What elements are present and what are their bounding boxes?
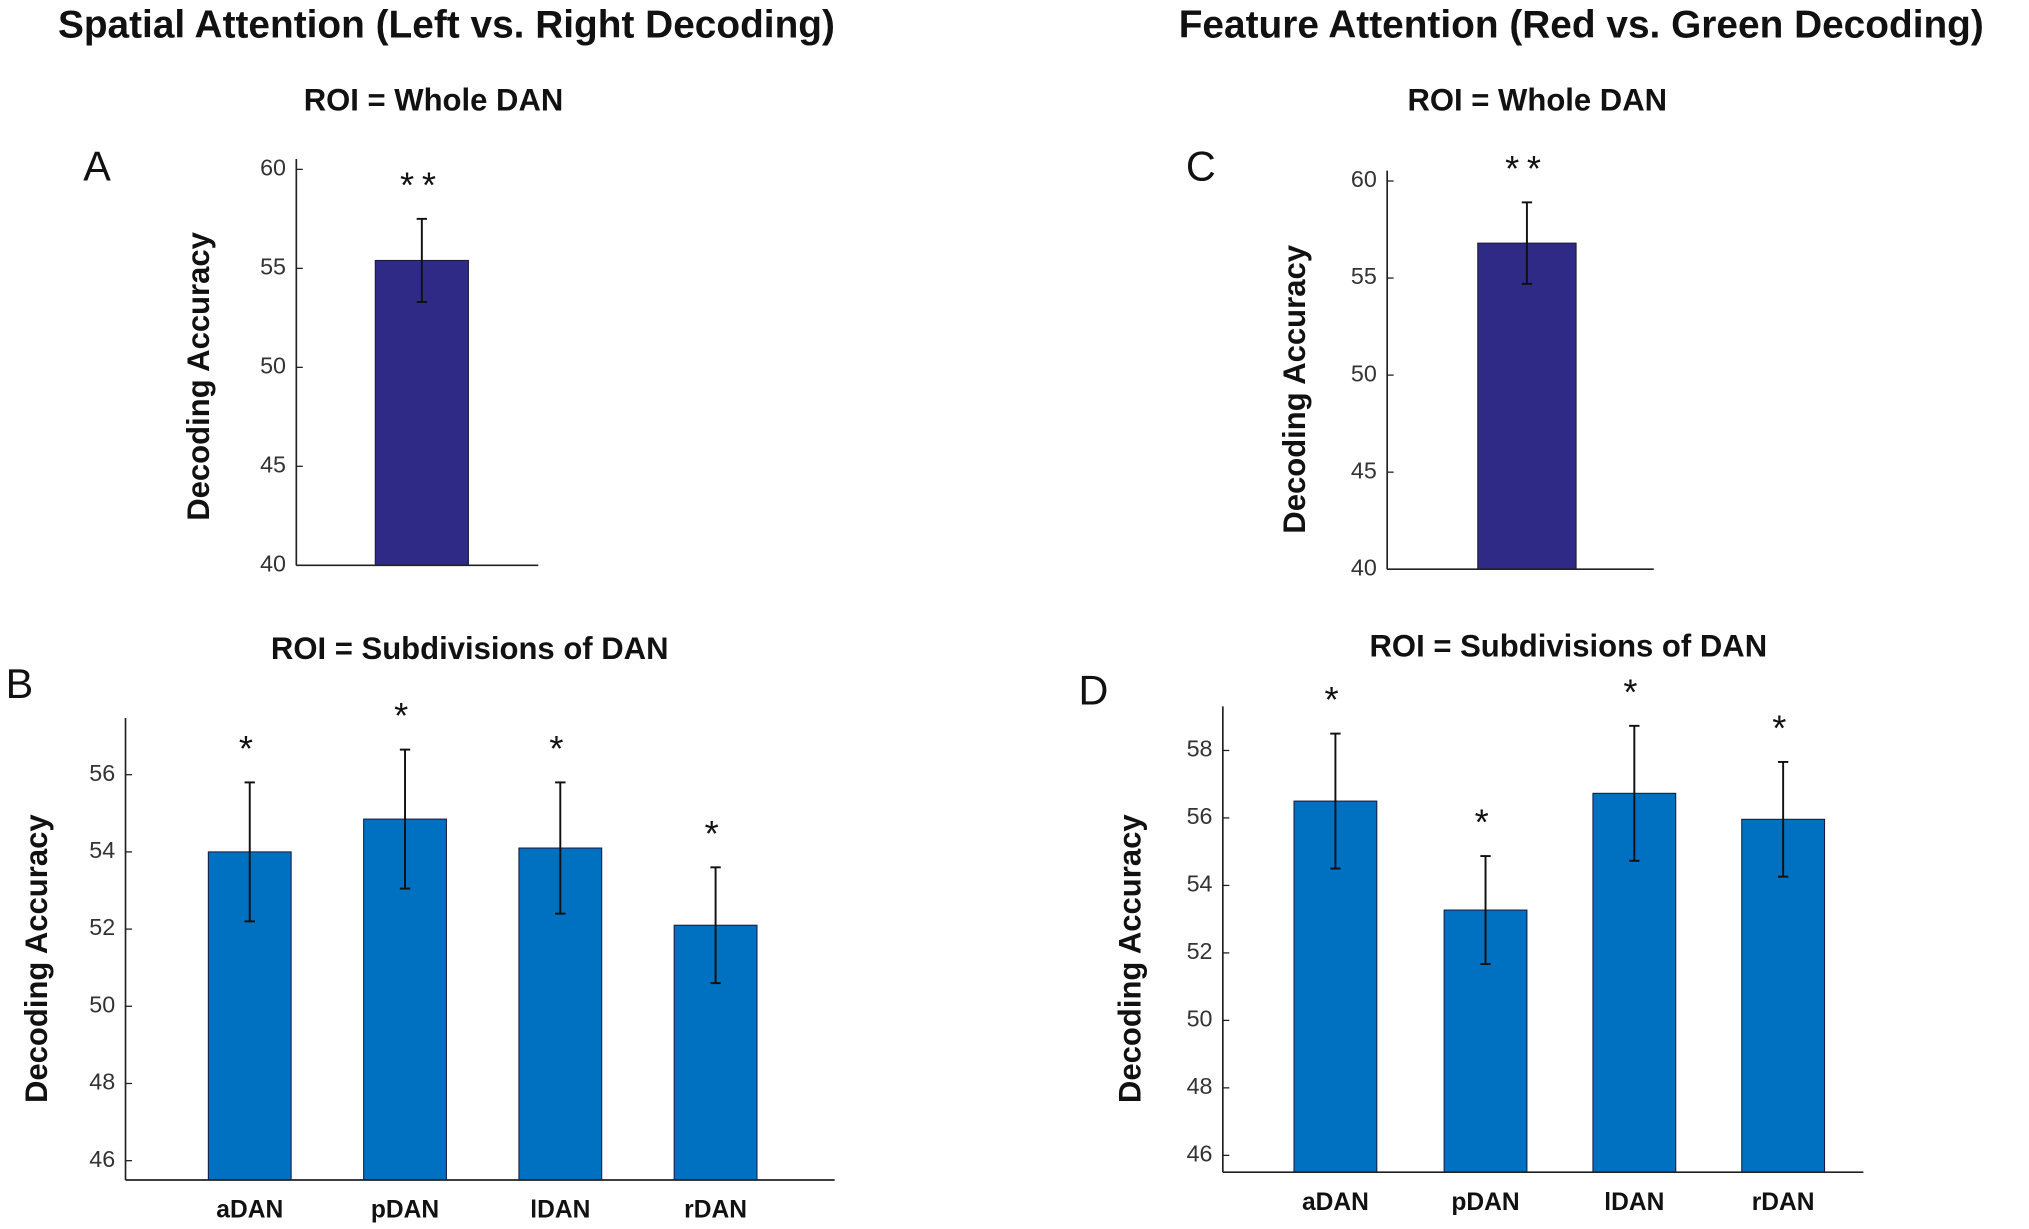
y-tick-label: 55 [1351, 263, 1377, 289]
y-tick-label: 58 [1187, 736, 1213, 762]
y-tick-label: 50 [1351, 360, 1377, 386]
significance: ** [400, 164, 444, 205]
significance: * [239, 728, 261, 769]
y-tick-label: 48 [89, 1069, 115, 1095]
significance: ** [1505, 148, 1549, 189]
y-tick-label: 60 [1351, 166, 1377, 192]
panel-label: A [83, 143, 111, 189]
y-tick-label: 55 [260, 254, 286, 280]
chart-title: ROI = Subdivisions of DAN [271, 631, 669, 666]
x-tick-label: lDAN [1604, 1189, 1664, 1216]
y-tick-label: 40 [260, 550, 286, 576]
significance: * [1475, 802, 1497, 843]
significance: * [1772, 707, 1794, 748]
panel-label: D [1078, 667, 1108, 713]
y-axis-label: Decoding Accuracy [1277, 244, 1312, 533]
y-axis-label: Decoding Accuracy [181, 231, 216, 520]
y-tick-label: 54 [1187, 871, 1213, 897]
y-tick-label: 50 [1187, 1006, 1213, 1032]
y-tick-label: 46 [1187, 1141, 1213, 1167]
chart-title: ROI = Subdivisions of DAN [1370, 628, 1768, 663]
significance: * [549, 728, 571, 769]
x-tick-label: aDAN [1302, 1189, 1369, 1216]
x-tick-label: rDAN [684, 1197, 747, 1224]
y-tick-label: 50 [260, 353, 286, 379]
y-axis-label: Decoding Accuracy [1112, 814, 1147, 1103]
x-tick-label: rDAN [1752, 1189, 1815, 1216]
y-tick-label: 52 [1187, 938, 1213, 964]
y-tick-label: 46 [89, 1146, 115, 1172]
y-tick-label: 48 [1187, 1073, 1213, 1099]
x-tick-label: aDAN [216, 1197, 283, 1224]
y-tick-label: 52 [89, 914, 115, 940]
heading: Spatial Attention (Left vs. Right Decodi… [58, 3, 835, 46]
panel-label: C [1186, 143, 1216, 189]
chart-title: ROI = Whole DAN [1407, 82, 1667, 117]
bar [374, 259, 469, 566]
significance: * [1324, 679, 1346, 720]
significance: * [705, 813, 727, 854]
x-tick-label: lDAN [530, 1197, 590, 1224]
y-tick-label: 56 [1187, 803, 1213, 829]
x-tick-label: pDAN [371, 1197, 439, 1224]
significance: * [394, 695, 416, 736]
bar [1741, 818, 1826, 1173]
panel-label: B [6, 661, 34, 707]
y-tick-label: 56 [89, 760, 115, 786]
y-tick-label: 45 [1351, 457, 1377, 483]
x-tick-label: pDAN [1451, 1189, 1519, 1216]
y-tick-label: 60 [260, 155, 286, 181]
significance: * [1623, 671, 1645, 712]
y-tick-label: 50 [89, 991, 115, 1017]
chart-title: ROI = Whole DAN [304, 82, 564, 117]
y-tick-label: 54 [89, 837, 115, 863]
y-tick-label: 45 [260, 451, 286, 477]
heading: Feature Attention (Red vs. Green Decodin… [1179, 3, 1984, 46]
y-tick-label: 40 [1351, 554, 1377, 580]
bar [1477, 242, 1577, 570]
y-axis-label: Decoding Accuracy [19, 814, 54, 1103]
